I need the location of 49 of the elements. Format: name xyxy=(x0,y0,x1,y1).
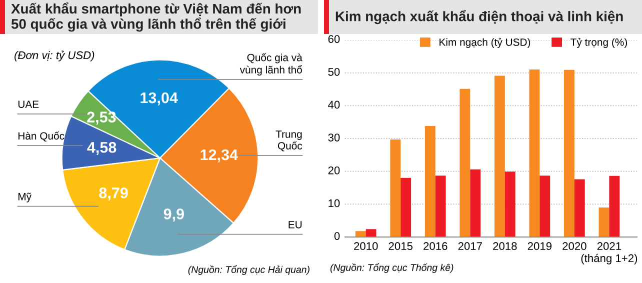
slice-label: Trung Quốc xyxy=(276,130,302,152)
slice-label: UAE xyxy=(18,100,39,108)
text: (Nguồn: Tổng cục Thống kê) xyxy=(330,263,454,273)
bar xyxy=(400,178,412,237)
bar xyxy=(564,70,574,237)
slice-label: Mỹ xyxy=(18,192,32,202)
text: (Nguồn: Tổng cục Hải quan) xyxy=(188,265,310,275)
y-tick-label: 30 xyxy=(328,134,340,142)
legend-label: Kim ngạch (tỷ USD) xyxy=(440,38,530,48)
chart-title: Xuất khẩu smartphone từ Việt Nam đến hơn 50 quốc gia và vùng lãnh thổ trên thế giới xyxy=(11,2,301,32)
slice-label: Hàn Quốc xyxy=(18,131,64,142)
slice-label: EU xyxy=(288,221,302,228)
data-label: 13,04 xyxy=(140,92,178,106)
x-tick-label: 2016 xyxy=(424,242,448,250)
y-tick-label: 10 xyxy=(328,199,340,208)
x-tick-label: 2018 xyxy=(493,242,517,250)
bar xyxy=(355,231,366,237)
bar xyxy=(598,207,610,237)
bar xyxy=(390,139,401,237)
y-tick-label: 50 xyxy=(328,68,340,76)
bar xyxy=(540,176,550,237)
y-tick-label: 20 xyxy=(328,166,340,174)
legend-label: Tỷ trọng (%) xyxy=(570,38,627,48)
data-label: 12,34 xyxy=(200,149,238,162)
bar xyxy=(366,229,376,237)
data-label: 2,53 xyxy=(87,112,116,125)
data-label: 4,58 xyxy=(87,142,116,156)
x-tick-label: 2010 xyxy=(354,242,378,250)
x-tick-label: 2015 xyxy=(388,242,413,250)
data-label: 8,79 xyxy=(99,187,128,201)
bar xyxy=(504,172,516,237)
chart-title: Kim ngạch xuất khẩu điện thoại và linh kiện xyxy=(336,10,623,24)
bar xyxy=(609,176,620,237)
bar xyxy=(529,70,540,237)
x-tick-label: 2017 xyxy=(458,242,482,250)
bar xyxy=(470,169,481,237)
y-tick-label: 0 xyxy=(334,232,340,240)
x-tick-label: 2020 xyxy=(562,242,586,250)
slice-label: Quốc gia và vùng lãnh thổ xyxy=(240,53,302,76)
x-tick-label: 2019 xyxy=(528,242,552,250)
bar xyxy=(494,76,505,237)
data-label: 9,9 xyxy=(164,208,184,222)
bar xyxy=(460,88,470,237)
bar xyxy=(574,179,585,237)
chart-subtitle: (Đơn vị: tỷ USD) xyxy=(14,50,94,62)
bar xyxy=(424,126,436,237)
bar xyxy=(435,176,446,237)
y-tick-label: 40 xyxy=(328,100,340,109)
y-tick-label: 60 xyxy=(328,35,340,43)
